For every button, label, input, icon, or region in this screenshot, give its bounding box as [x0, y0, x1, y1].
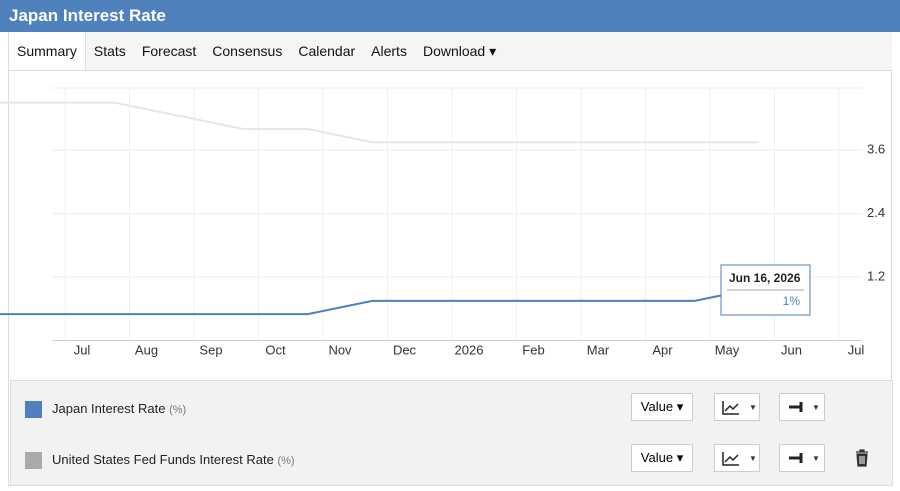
- axis-button[interactable]: ▼: [779, 444, 825, 472]
- legend-swatch: [25, 401, 42, 418]
- x-tick-label: 2026: [455, 342, 484, 357]
- y-tick-label: 1.2: [867, 268, 885, 283]
- x-tick-label: Jul: [74, 342, 91, 357]
- x-tick-label: Mar: [587, 342, 610, 357]
- legend-label: Japan Interest Rate (%): [52, 401, 186, 416]
- legend-row: Japan Interest Rate (%) Value ▾ ▼ ▼: [11, 389, 892, 429]
- legend-label: United States Fed Funds Interest Rate (%…: [52, 452, 295, 467]
- tooltip-value: 1%: [783, 294, 801, 308]
- svg-text:▼: ▼: [812, 403, 820, 412]
- tab[interactable]: Summary: [8, 32, 86, 70]
- x-tick-label: Aug: [135, 342, 158, 357]
- tab[interactable]: Consensus: [212, 43, 283, 59]
- value-button[interactable]: Value ▾: [631, 393, 693, 421]
- tab[interactable]: Calendar: [298, 43, 356, 59]
- tab-bar: Summary Stats Forecast Consensus Calenda…: [8, 32, 892, 71]
- delete-icon[interactable]: [853, 448, 871, 468]
- legend-row: United States Fed Funds Interest Rate (%…: [11, 440, 892, 480]
- x-tick-label: Nov: [328, 342, 352, 357]
- y-tick-label: 2.4: [867, 205, 885, 220]
- tooltip-title: Jun 16, 2026: [729, 271, 801, 285]
- icon: ▼: [722, 452, 757, 466]
- tab[interactable]: Stats: [93, 43, 126, 59]
- button-label: Value: [640, 450, 674, 465]
- svg-text:▼: ▼: [749, 403, 757, 412]
- tab[interactable]: Alerts: [371, 43, 407, 59]
- series-name: Japan Interest Rate: [52, 401, 166, 416]
- tab[interactable]: Download ▾: [422, 43, 497, 59]
- unit: (%): [169, 404, 187, 416]
- x-tick-label: Jul: [848, 342, 865, 357]
- legend-swatch: [25, 452, 42, 469]
- header-title: Japan Interest Rate: [9, 6, 166, 25]
- chart-type-button[interactable]: ▼: [714, 393, 760, 421]
- series-line: [0, 101, 760, 144]
- svg-text:▼: ▼: [749, 454, 757, 463]
- header: Japan Interest Rate: [0, 0, 900, 32]
- button-label: Value: [640, 399, 674, 414]
- chart-type-button[interactable]: ▼: [714, 444, 760, 472]
- x-tick-label: Feb: [522, 342, 544, 357]
- svg-text:▼: ▼: [812, 454, 820, 463]
- y-tick-label: 3.6: [867, 142, 885, 157]
- x-tick-label: Dec: [393, 342, 417, 357]
- x-tick-label: Jun: [781, 342, 802, 357]
- tab-label: Download: [422, 43, 486, 59]
- axis-button[interactable]: ▼: [779, 393, 825, 421]
- series-line: [0, 286, 760, 316]
- legend: Japan Interest Rate (%) Value ▾ ▼ ▼ Unit…: [10, 380, 893, 486]
- icon: ▼: [722, 401, 757, 415]
- tooltip: Jun 16, 2026 1%: [720, 264, 811, 316]
- unit: (%): [277, 455, 295, 467]
- icon: ▼: [789, 402, 820, 412]
- x-tick-label: Sep: [199, 342, 222, 357]
- x-tick-label: Oct: [265, 342, 286, 357]
- series-name: United States Fed Funds Interest Rate: [52, 452, 274, 467]
- chart: 1.2 2.4 3.6 Jul Aug Sep Oct Nov Dec 2026 Feb Mar Apr…: [0, 87, 885, 357]
- x-tick-label: May: [715, 342, 740, 357]
- icon: ▼: [789, 453, 820, 463]
- value-button[interactable]: Value ▾: [631, 444, 693, 472]
- tab[interactable]: Forecast: [141, 43, 197, 59]
- x-tick-label: Apr: [652, 342, 673, 357]
